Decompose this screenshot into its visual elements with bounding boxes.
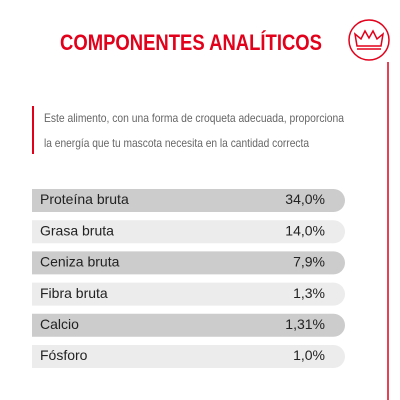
nutrient-value: 1,31%: [285, 316, 325, 332]
row-background: [32, 345, 345, 368]
intro-line: la energía que tu mascota necesita en la…: [44, 136, 309, 150]
nutrient-value: 1,0%: [293, 347, 325, 363]
nutrient-value: 1,3%: [293, 285, 325, 301]
nutrient-table: Proteína bruta 34,0% Grasa bruta 14,0% Ceniz…: [32, 189, 345, 368]
nutrient-name: Proteína bruta: [40, 191, 129, 207]
row-background: [32, 251, 345, 275]
nutrient-name: Ceniza bruta: [40, 254, 120, 270]
nutrient-name: Fibra bruta: [40, 285, 108, 301]
brand-logo: [348, 19, 390, 61]
row-background: [32, 282, 345, 306]
nutrient-value: 7,9%: [293, 254, 325, 270]
intro-line: Este alimento, con una forma de croqueta…: [44, 111, 344, 125]
row-background: [32, 220, 345, 244]
row-background: [32, 313, 345, 337]
title: COMPONENTES ANALÍTICOS: [60, 30, 322, 55]
nutrient-value: 34,0%: [285, 191, 325, 207]
nutrient-name: Grasa bruta: [40, 222, 114, 238]
nutrient-name: Fósforo: [40, 347, 88, 363]
row-background: [32, 189, 345, 212]
nutrient-name: Calcio: [40, 316, 79, 332]
nutrient-value: 14,0%: [285, 222, 325, 238]
intro-bar: [32, 106, 34, 154]
